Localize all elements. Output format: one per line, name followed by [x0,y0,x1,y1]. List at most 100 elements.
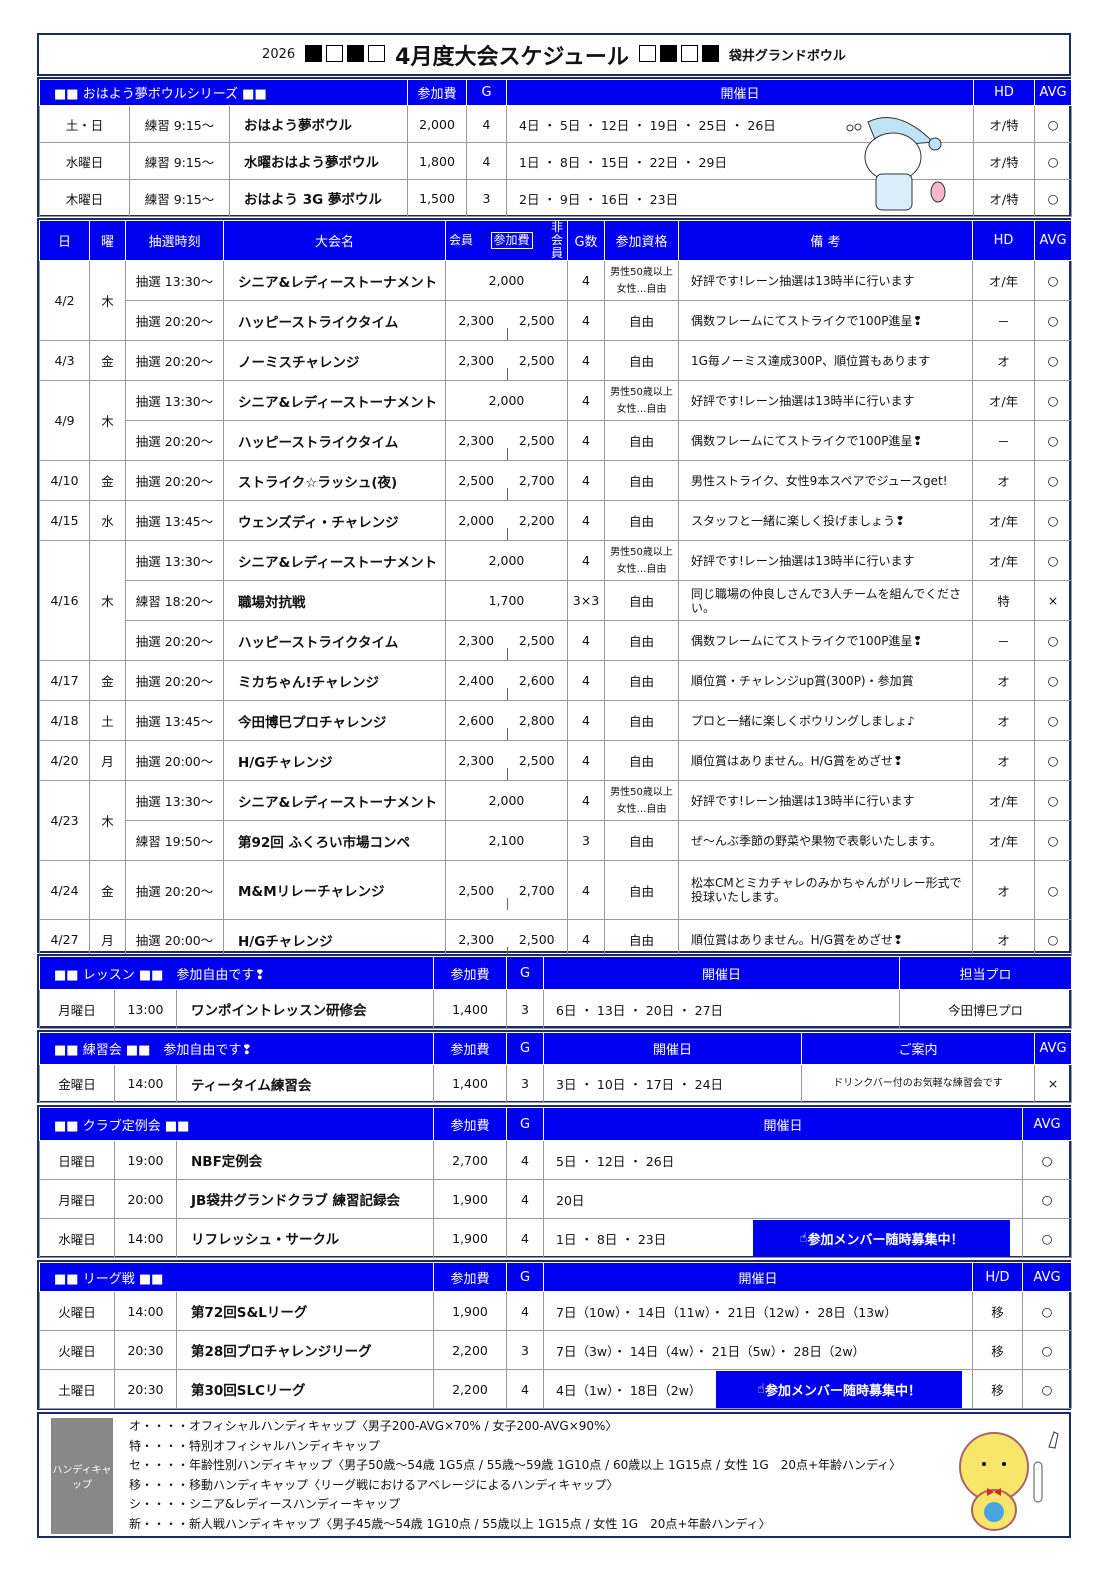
nonmember-fee: 2,500 [518,433,555,448]
member-fee: 2,600 [458,713,495,728]
event-row: 4/23 木抽選 13:30～ シニア&レディーストーナメント 2,000 4 男性50歳… [39,780,1072,861]
lesson-grid: ■■ レッスン ■■ 参加自由です❢ 参加費 G 開催日 担当プロ 月曜日 13:00 ワンポ… [38,956,1073,1029]
league-row: 火曜日 14:00 第72回S&Lリーグ 1,900 4 7日（10w）・ 14日（11w… [39,1291,1072,1331]
morning-cell: おはよう夢ボウル [228,105,409,143]
event-dow: 木 [89,540,126,661]
event-fee: 2,000 [445,540,568,581]
event-hd: 特 [972,580,1035,621]
event-eligibility: 男性50歳以上 女性…自由 [604,380,679,421]
event-eligibility: 自由 [604,620,679,661]
event-row: 4/27 月抽選 20:00～ H/Gチャレンジ 2,300 2,500 4 自由 順位賞はあ… [39,919,1072,960]
event-hd: オ [972,919,1035,960]
event-avg: ○ [1034,540,1072,581]
event-games: 4 [567,540,605,581]
fee-split: 2,300 2,500 [447,753,567,780]
morning-cell: 2,000 [407,105,468,143]
member-fee: 2,300 [458,353,495,368]
event-row: 4/17 金抽選 20:20～ ミカちゃん!チャレンジ 2,400 2,600 4 自由 順位… [39,660,1072,701]
event-name: 職場対抗戦 [223,580,446,621]
event-row: 4/15 水抽選 13:45～ ウェンズディ・チャレンジ 2,000 2,200 4 自由ス… [39,500,1072,541]
league-cell: 20:30 [114,1330,177,1370]
event-name: H/Gチャレンジ [223,919,446,960]
league-cell: 移 [972,1291,1023,1331]
event-games: 4 [567,500,605,541]
league-row: 火曜日 20:30 第28回プロチャレンジリーグ 2,200 3 7日（3w）・ 14日（… [39,1330,1072,1370]
event-games: 3×3 [567,580,605,621]
club-cell: 1,900 [433,1179,508,1219]
league-header-0: ■■ リーグ戦 ■■ [39,1262,434,1292]
morning-cell: 4 [466,142,508,180]
morning-header-3: 開催日 [506,79,975,106]
event-name: 今田博巳プロチャレンジ [223,700,446,741]
event-hd: オ/年 [972,780,1035,821]
event-time: 抽選 20:20～ [125,660,224,701]
league-cell: 4 [506,1291,544,1331]
event-eligibility: 男性50歳以上 女性…自由 [604,780,679,821]
event-games: 4 [567,460,605,501]
league-cell: 第30回SLCリーグ [176,1369,434,1409]
event-date: 4/24 [39,860,90,920]
lesson-header-3: 開催日 [543,956,901,990]
event-fee: 2,300 2,500 [445,740,568,781]
event-name: ストライク☆ラッシュ(夜) [223,460,446,501]
morning-cell: 1,800 [407,142,468,180]
event-date: 4/18 [39,700,90,741]
event-avg: ○ [1034,420,1072,461]
event-row: 抽選 20:20～ ハッピーストライクタイム 2,300 2,500 4 自由 偶数フレーム… [40,300,1072,341]
club-header-2: G [506,1107,545,1141]
event-time: 抽選 13:30～ [125,260,224,301]
event-note: 男性ストライク、女性9本スペアでジュースget! [678,460,973,501]
morning-cell: 4 [466,105,508,143]
header-fee: 会員 参加費 非会員 [445,220,568,261]
event-note: 好評です!レーン抽選は13時半に行います [678,540,973,581]
member-fee: 2,000 [458,513,495,528]
event-row: 抽選 20:20～ ハッピーストライクタイム 2,300 2,500 4 自由 偶数フレーム… [40,620,1072,661]
morning-header-row: ■■ おはよう夢ボウルシリーズ ■■ 参加費 G 開催日 HD AVG [38,79,1073,106]
league-cell: 火曜日 [39,1291,115,1331]
tournament-table: 日曜抽選時刻 大会名 会員 参加費 非会員 G数 参加資格備 考 HD AVG 4/2 木抽選 13… [37,218,1072,960]
fee-split: 2,300 2,500 [447,313,567,340]
event-avg: ○ [1034,460,1072,501]
member-fee: 2,500 [458,473,495,488]
recruit-text: 参加メンバー随時募集中！ [807,1233,964,1248]
member-fee: 2,300 [458,433,495,448]
event-row: 4/16 木抽選 13:30～ シニア&レディーストーナメント 2,000 4 男性50歳… [39,540,1072,661]
tournament-header-row: 日曜抽選時刻 大会名 会員 参加費 非会員 G数 参加資格備 考 HD AVG [39,220,1072,261]
league-cell: ○ [1022,1330,1072,1370]
club-cell: ○ [1022,1140,1073,1180]
event-time: 抽選 20:20～ [125,420,224,461]
event-date: 4/16 [39,540,90,661]
header-avg: AVG [1034,220,1072,261]
club-cell: 月曜日 [39,1179,115,1219]
event-fee: 2,300 2,500 [445,340,568,381]
legend-line: 新・・・・新人戦ハンディキャップ〈男子45歳～54歳 1G10点 / 55歳以上… [129,1516,771,1531]
header-day: 日 [39,220,90,261]
event-avg: ○ [1034,700,1072,741]
practice-table: ■■ 練習会 ■■ 参加自由です❢ 参加費 G 開催日 ご案内 AVG 金曜日 14:00 ティ… [37,1030,1073,1103]
pointing-hand-icon: ☝ [757,1382,765,1397]
event-date: 4/3 [39,340,90,381]
morning-header-5: AVG [1034,79,1073,106]
club-header-1: 参加費 [433,1107,508,1141]
event-fee: 2,400 2,600 [445,660,568,701]
event-dow: 木 [89,260,126,341]
nonmember-fee: 2,500 [518,753,555,768]
event-fee: 2,500 2,700 [445,860,568,920]
legend-line: 移・・・・移動ハンディキャップ〈リーグ戦におけるアベレージによるハンディキャップ… [129,1477,619,1492]
recruit-text: 参加メンバー随時募集中！ [764,1384,921,1399]
event-avg: ○ [1034,860,1072,920]
event-avg: ○ [1034,300,1072,341]
event-name: シニア&レディーストーナメント [223,780,446,821]
event-name: ノーミスチャレンジ [223,340,446,381]
fee-split: 2,300 2,500 [447,433,567,460]
event-fee: 2,000 [445,780,568,821]
club-cell: ○ [1022,1179,1073,1219]
header-time: 抽選時刻 [125,220,224,261]
nonmember-fee: 2,700 [518,473,555,488]
club-cell: 14:00 [114,1218,177,1258]
event-avg: × [1034,580,1072,621]
event-row: 4/10 金抽選 20:20～ ストライク☆ラッシュ(夜) 2,500 2,700 4 自由… [39,460,1072,501]
league-cell: ○ [1022,1369,1072,1409]
event-note: 順位賞はありません。H/G賞をめざせ❢ [678,919,973,960]
event-eligibility: 男性50歳以上 女性…自由 [604,540,679,581]
